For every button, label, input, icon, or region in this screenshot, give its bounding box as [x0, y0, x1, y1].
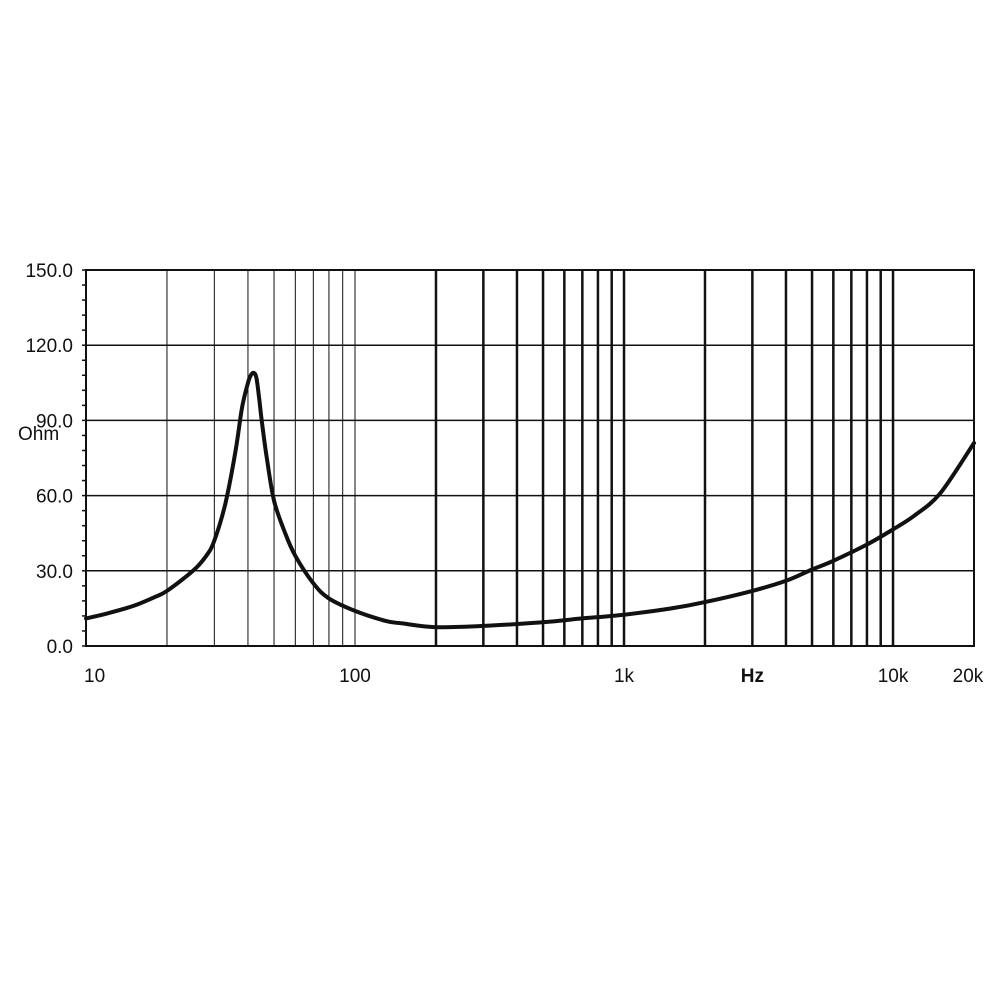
y-tick-label: 30.0: [36, 562, 73, 583]
x-tick-label: 10: [84, 666, 105, 687]
plot-grid: [86, 270, 974, 646]
y-tick-label: 90.0: [36, 411, 73, 432]
x-axis-ticks: 10 100 1k 10k 20k: [84, 666, 984, 687]
y-tick-label: 0.0: [47, 637, 73, 658]
x-tick-label: 10k: [878, 666, 909, 687]
x-tick-label: 100: [339, 666, 371, 687]
y-tick-label: 150.0: [25, 261, 73, 282]
x-tick-label: 1k: [614, 666, 635, 687]
impedance-curve: [84, 370, 976, 630]
y-axis-ticks: 0.0 30.0 60.0 90.0 120.0 150.0: [25, 261, 86, 658]
y-axis-label: Ohm: [18, 424, 59, 445]
x-axis-label: Hz: [741, 666, 764, 687]
y-tick-label: 60.0: [36, 487, 73, 508]
x-tick-label: 20k: [953, 666, 984, 687]
plot-frame: [85, 269, 975, 647]
y-tick-label: 120.0: [25, 336, 73, 357]
